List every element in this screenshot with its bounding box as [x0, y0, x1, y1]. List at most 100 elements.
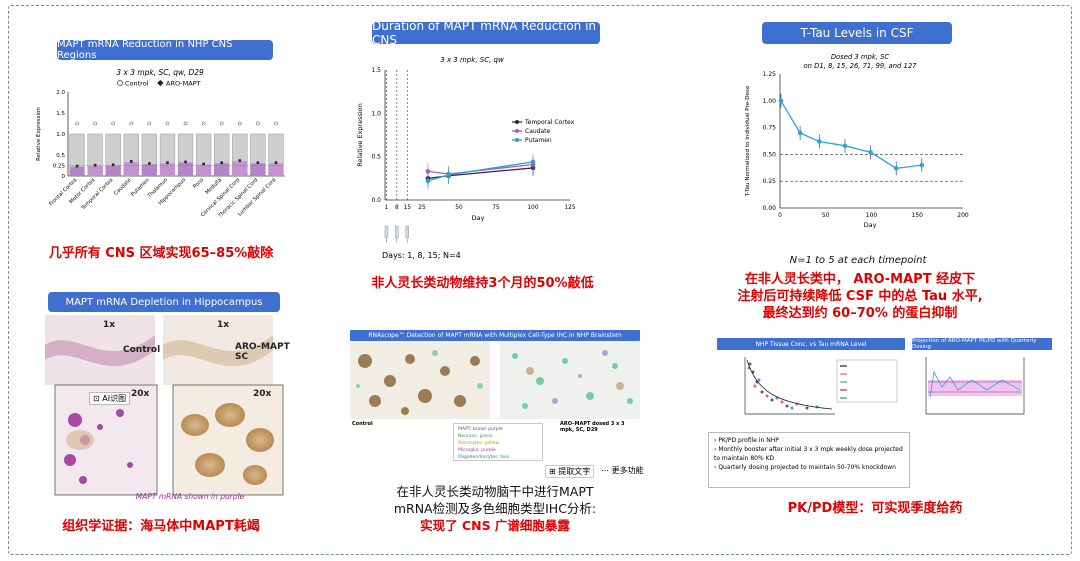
control-point — [219, 121, 224, 126]
bar-aro-mapt — [87, 165, 103, 176]
bar-aro-mapt — [141, 164, 157, 176]
chart2-ytick: 0.5 — [371, 154, 381, 161]
series-point — [425, 178, 431, 184]
bar-aro-mapt — [123, 162, 139, 176]
chart2-ytick: 1.0 — [371, 110, 381, 117]
control-point — [256, 121, 260, 126]
label-1x-aro: 1x — [217, 320, 230, 330]
chart3-xtick: 200 — [957, 212, 969, 219]
extract-text-button[interactable]: ⊞ 提取文字 — [545, 465, 595, 478]
brainstem-images — [350, 341, 640, 419]
chart3-ytick: 1.25 — [763, 71, 777, 78]
chart3-ytick: 1.00 — [763, 98, 777, 105]
pkpd-projection-plot — [922, 357, 1032, 426]
brainstem-image-panel: Control ARO–MAPT dosed 3 x 3 mpk, SC, D2… — [350, 341, 640, 433]
control-point — [111, 121, 116, 126]
legend-astrocytes: Astrocytes: yellow — [458, 441, 500, 446]
syringe-icon — [405, 225, 409, 243]
series-point — [425, 169, 431, 174]
legend-mapt: MAPT: brown purple — [458, 427, 503, 432]
chart3-xtick: 0 — [778, 212, 782, 219]
brainstem-legend: MAPT: brown purple Neurons: green Astroc… — [453, 423, 543, 461]
control-point — [93, 121, 97, 126]
more-functions-button[interactable]: ⋯ 更多功能 — [598, 465, 647, 476]
caption-p6: PK/PD模型：可实现季度给药 — [787, 501, 963, 516]
bar-aro-mapt — [268, 163, 284, 176]
series-line — [780, 100, 922, 170]
page-frame — [8, 5, 1072, 555]
caption-p3-line2: 注射后可持续降低 CSF 中的总 Tau 水平, — [737, 289, 983, 304]
bullet-2-text: Monthly booster after initial 3 x 3 mpk … — [714, 446, 903, 462]
bar-aro-mapt — [232, 161, 248, 176]
bullet-1: › PK/PD profile in NHP — [714, 437, 779, 444]
control-point — [165, 121, 170, 126]
legend-aro-label: ARO-MAPT — [166, 80, 201, 88]
aro-point — [129, 160, 133, 163]
p3-footnote: N=1 to 5 at each timepoint — [789, 255, 927, 266]
label-1x-control: 1x — [103, 320, 116, 330]
chart2-ytick: 1.5 — [371, 67, 381, 74]
chart1-ytick: 0.5 — [56, 153, 65, 159]
bar-chart-mapt-regions: 3 x 3 mpk, SC, qw, D29 Control ARO-MAPT 0 0.… — [36, 68, 285, 220]
chart2-xlabel: Day — [472, 214, 485, 222]
legend-label: Temporal Cortex — [524, 119, 575, 126]
bar-aro-mapt — [160, 163, 175, 176]
bullet-3-text: Quarterly dosing projected to maintain 5… — [718, 464, 896, 471]
chart2-xtick: 100 — [527, 205, 538, 211]
syringe-icon — [395, 225, 399, 243]
chart2-ylabel: Relative Expression — [356, 103, 364, 167]
chart2-xtick: 25 — [418, 205, 426, 211]
panel2-title: Duration of MAPT mRNA Reduction in CNS — [372, 19, 600, 47]
bar-aro-mapt — [250, 163, 266, 176]
chart3-xtick: 50 — [822, 212, 830, 219]
chart3-subtitle-2: on D1, 8, 15, 26, 71, 99, and 127 — [804, 62, 918, 70]
chart1-ylabel: Relative Expression — [36, 107, 42, 161]
legend-label: Caudate — [525, 128, 551, 135]
series-point — [778, 98, 784, 104]
p4-note: MAPT mRNA shown in purple — [135, 492, 245, 501]
aro-point — [184, 160, 187, 164]
bar-aro-mapt — [196, 164, 212, 176]
control-point — [183, 121, 188, 126]
legend-control-label: Control — [125, 80, 149, 88]
legend-microglia: Microglia: purple — [458, 448, 496, 453]
legend-control-marker — [117, 80, 123, 86]
aro-point — [202, 162, 205, 166]
chart1-xtick: Temporal Cortex — [80, 177, 115, 212]
aro-point — [93, 163, 97, 167]
chart1-xtick: Pons — [192, 177, 205, 190]
chart3-xlabel: Day — [864, 221, 877, 229]
series-point — [842, 143, 848, 149]
chart3-ytick: 0.50 — [763, 151, 777, 158]
aro-point — [111, 163, 115, 167]
chart1-ytick: 2.0 — [56, 90, 65, 96]
bar-aro-mapt — [69, 166, 85, 176]
chart1-ytick: 0 — [62, 174, 66, 180]
series-point — [817, 139, 822, 144]
chart3-ytick: 0.00 — [763, 205, 777, 212]
histology-images — [45, 315, 284, 496]
chart3-xtick: 100 — [866, 212, 878, 219]
panel4-title: MAPT mRNA Depletion in Hippocampus — [48, 292, 280, 312]
chart2-xtick: 50 — [455, 205, 463, 211]
legend-aro-marker — [157, 79, 164, 87]
legend-marker — [515, 129, 519, 133]
aro-point — [256, 161, 260, 164]
bar-aro-mapt — [105, 165, 121, 176]
pkpd-bullets: › PK/PD profile in NHP › Monthly booster… — [708, 432, 910, 488]
chart2-subtitle: 3 x 3 mpk, SC, qw — [440, 56, 504, 64]
series-point — [893, 166, 899, 171]
series-line — [427, 161, 534, 182]
chart2-xtick: 125 — [564, 205, 575, 211]
legend-marker — [515, 138, 519, 142]
caption-p5: 在非人灵长类动物脑干中进行MAPT mRNA检测及多色细胞类型IHC分析: 实现… — [360, 483, 630, 534]
label-aro-mapt: ARO–MAPT — [235, 342, 290, 352]
caption-p5-line2: mRNA检测及多色细胞类型IHC分析: — [393, 501, 597, 516]
ai-recognize-button[interactable]: ⊡ AI识图 — [89, 392, 131, 405]
caption-p1: 几乎所有 CNS 区域实现65–85%敲除 — [48, 246, 274, 261]
control-point — [201, 121, 206, 126]
hippocampus-image-panel: 1x 1x Control ARO–MAPT SC 20x 20x ⊡ AI识图 — [45, 315, 295, 500]
line-chart-duration: 3 x 3 mpk, SC, qw 0.0 0.5 1.0 1.5 1 8 15 25 50 75 1… — [356, 56, 576, 260]
legend-oligodendrocytes: Oligodendrocytes: teal — [458, 455, 509, 460]
